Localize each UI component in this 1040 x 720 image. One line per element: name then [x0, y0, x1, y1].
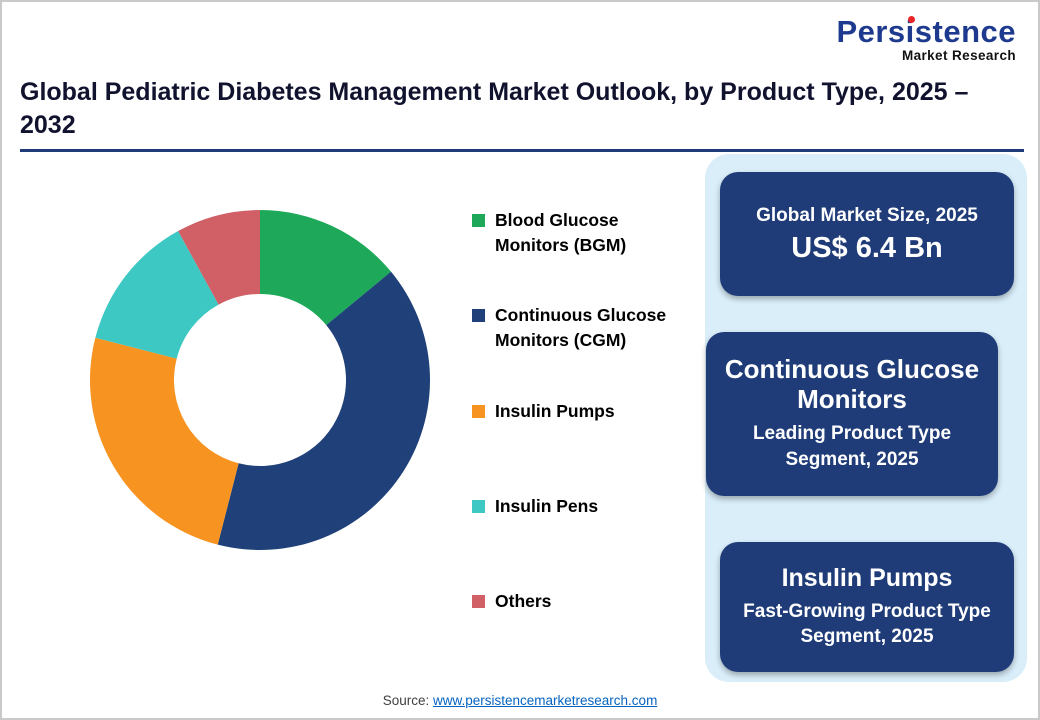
market-size-card: Global Market Size, 2025 US$ 6.4 Bn	[720, 172, 1014, 296]
leading-segment-label: Leading Product Type Segment, 2025	[752, 423, 952, 470]
leading-segment-name: Continuous Glucose Monitors	[724, 354, 980, 415]
legend-label: Others	[495, 591, 552, 611]
source-label: Source:	[382, 693, 430, 708]
logo-name: Persistence	[836, 14, 1016, 49]
legend-item: Continuous Glucose Monitors (CGM)	[472, 303, 694, 354]
legend-label: Insulin Pumps	[495, 401, 615, 421]
donut-slice	[260, 210, 391, 326]
legend-swatch-red	[472, 595, 485, 608]
legend-swatch-orange	[472, 405, 485, 418]
legend-item: Others	[472, 589, 694, 614]
fast-growing-segment-name: Insulin Pumps	[781, 563, 953, 592]
market-size-label: Global Market Size, 2025	[756, 204, 978, 226]
legend-item: Insulin Pens	[472, 494, 694, 519]
fast-growing-segment-card: Insulin Pumps Fast-Growing Product Type …	[720, 542, 1014, 672]
legend-label: Insulin Pens	[495, 496, 599, 516]
source-line: Source: www.persistencemarketresearch.co…	[2, 693, 1038, 708]
legend-swatch-teal	[472, 500, 485, 513]
legend-item: Blood Glucose Monitors (BGM)	[472, 208, 694, 259]
donut-slice	[178, 210, 260, 305]
donut-slice	[217, 271, 431, 551]
donut-slice	[89, 337, 239, 545]
leading-segment-card: Continuous Glucose Monitors Leading Prod…	[706, 332, 998, 496]
donut-chart	[80, 200, 440, 560]
fast-growing-segment-label: Fast-Growing Product Type Segment, 2025	[743, 600, 991, 648]
legend-label: Continuous Glucose Monitors (CGM)	[495, 305, 667, 351]
title-divider	[20, 149, 1024, 152]
legend-label: Blood Glucose Monitors (BGM)	[495, 210, 627, 256]
page-title: Global Pediatric Diabetes Management Mar…	[20, 78, 969, 139]
market-size-value: US$ 6.4 Bn	[791, 232, 943, 265]
logo-red-dot-icon	[908, 16, 916, 23]
legend-swatch-green	[472, 214, 485, 227]
logo-subtitle: Market Research	[901, 48, 1016, 63]
source-link[interactable]: www.persistencemarketresearch.com	[432, 693, 658, 708]
donut-chart-svg	[89, 210, 431, 551]
legend-item: Insulin Pumps	[472, 399, 694, 424]
legend-swatch-navy	[472, 309, 485, 322]
donut-slice	[95, 231, 219, 359]
logo-wordmark: Persistence	[836, 16, 1016, 47]
logo: Persistence Market Research	[836, 16, 1016, 63]
